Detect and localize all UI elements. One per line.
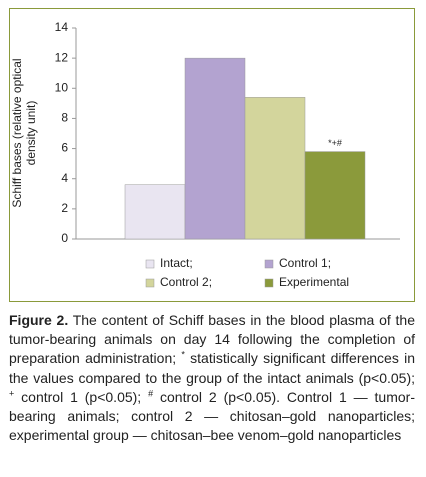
y-tick-label: 8 — [61, 111, 68, 125]
legend-swatch — [264, 278, 274, 288]
caption-text: statistically significant differences in… — [9, 350, 415, 386]
caption-marker: * — [181, 349, 185, 360]
y-axis-label-line: Schiff bases (relative optical — [10, 58, 24, 207]
figure-caption: Figure 2. The content of Schiff bases in… — [9, 311, 415, 445]
legend-swatch — [145, 278, 155, 288]
y-tick-label: 2 — [61, 201, 68, 215]
caption-text: control 1 (p<0.05); — [14, 388, 149, 405]
bar — [304, 151, 366, 240]
caption-marker: + — [9, 388, 15, 399]
legend-label: Control 2; — [160, 275, 212, 289]
y-tick-label: 6 — [61, 141, 68, 155]
legend-swatch — [145, 259, 155, 269]
y-tick-label: 12 — [55, 50, 69, 64]
bar — [184, 57, 246, 240]
bar — [244, 97, 306, 240]
y-axis-label: Schiff bases (relative opticaldensity un… — [10, 58, 38, 207]
y-axis-label-line: density unit) — [24, 101, 38, 166]
legend-label: Intact; — [160, 256, 193, 270]
bar — [124, 184, 186, 240]
caption-text: control 2 (p<0.05). Control 1 — tumor-be… — [9, 388, 415, 444]
legend-label: Experimental — [279, 275, 349, 289]
y-tick-label: 10 — [55, 80, 69, 94]
chart: Schiff bases (relative opticaldensity un… — [10, 20, 400, 289]
legend-swatch — [264, 259, 274, 269]
y-tick-label: 4 — [61, 171, 68, 185]
chart-frame — [9, 8, 415, 302]
caption-text: The content of Schiff bases in the blood… — [9, 312, 415, 367]
y-tick-label: 0 — [61, 231, 68, 245]
caption-label: Figure 2. — [9, 312, 69, 328]
significance-annotation: *+# — [328, 138, 342, 148]
caption-marker: # — [148, 388, 154, 399]
y-tick-label: 14 — [55, 20, 69, 34]
legend-label: Control 1; — [279, 256, 331, 270]
